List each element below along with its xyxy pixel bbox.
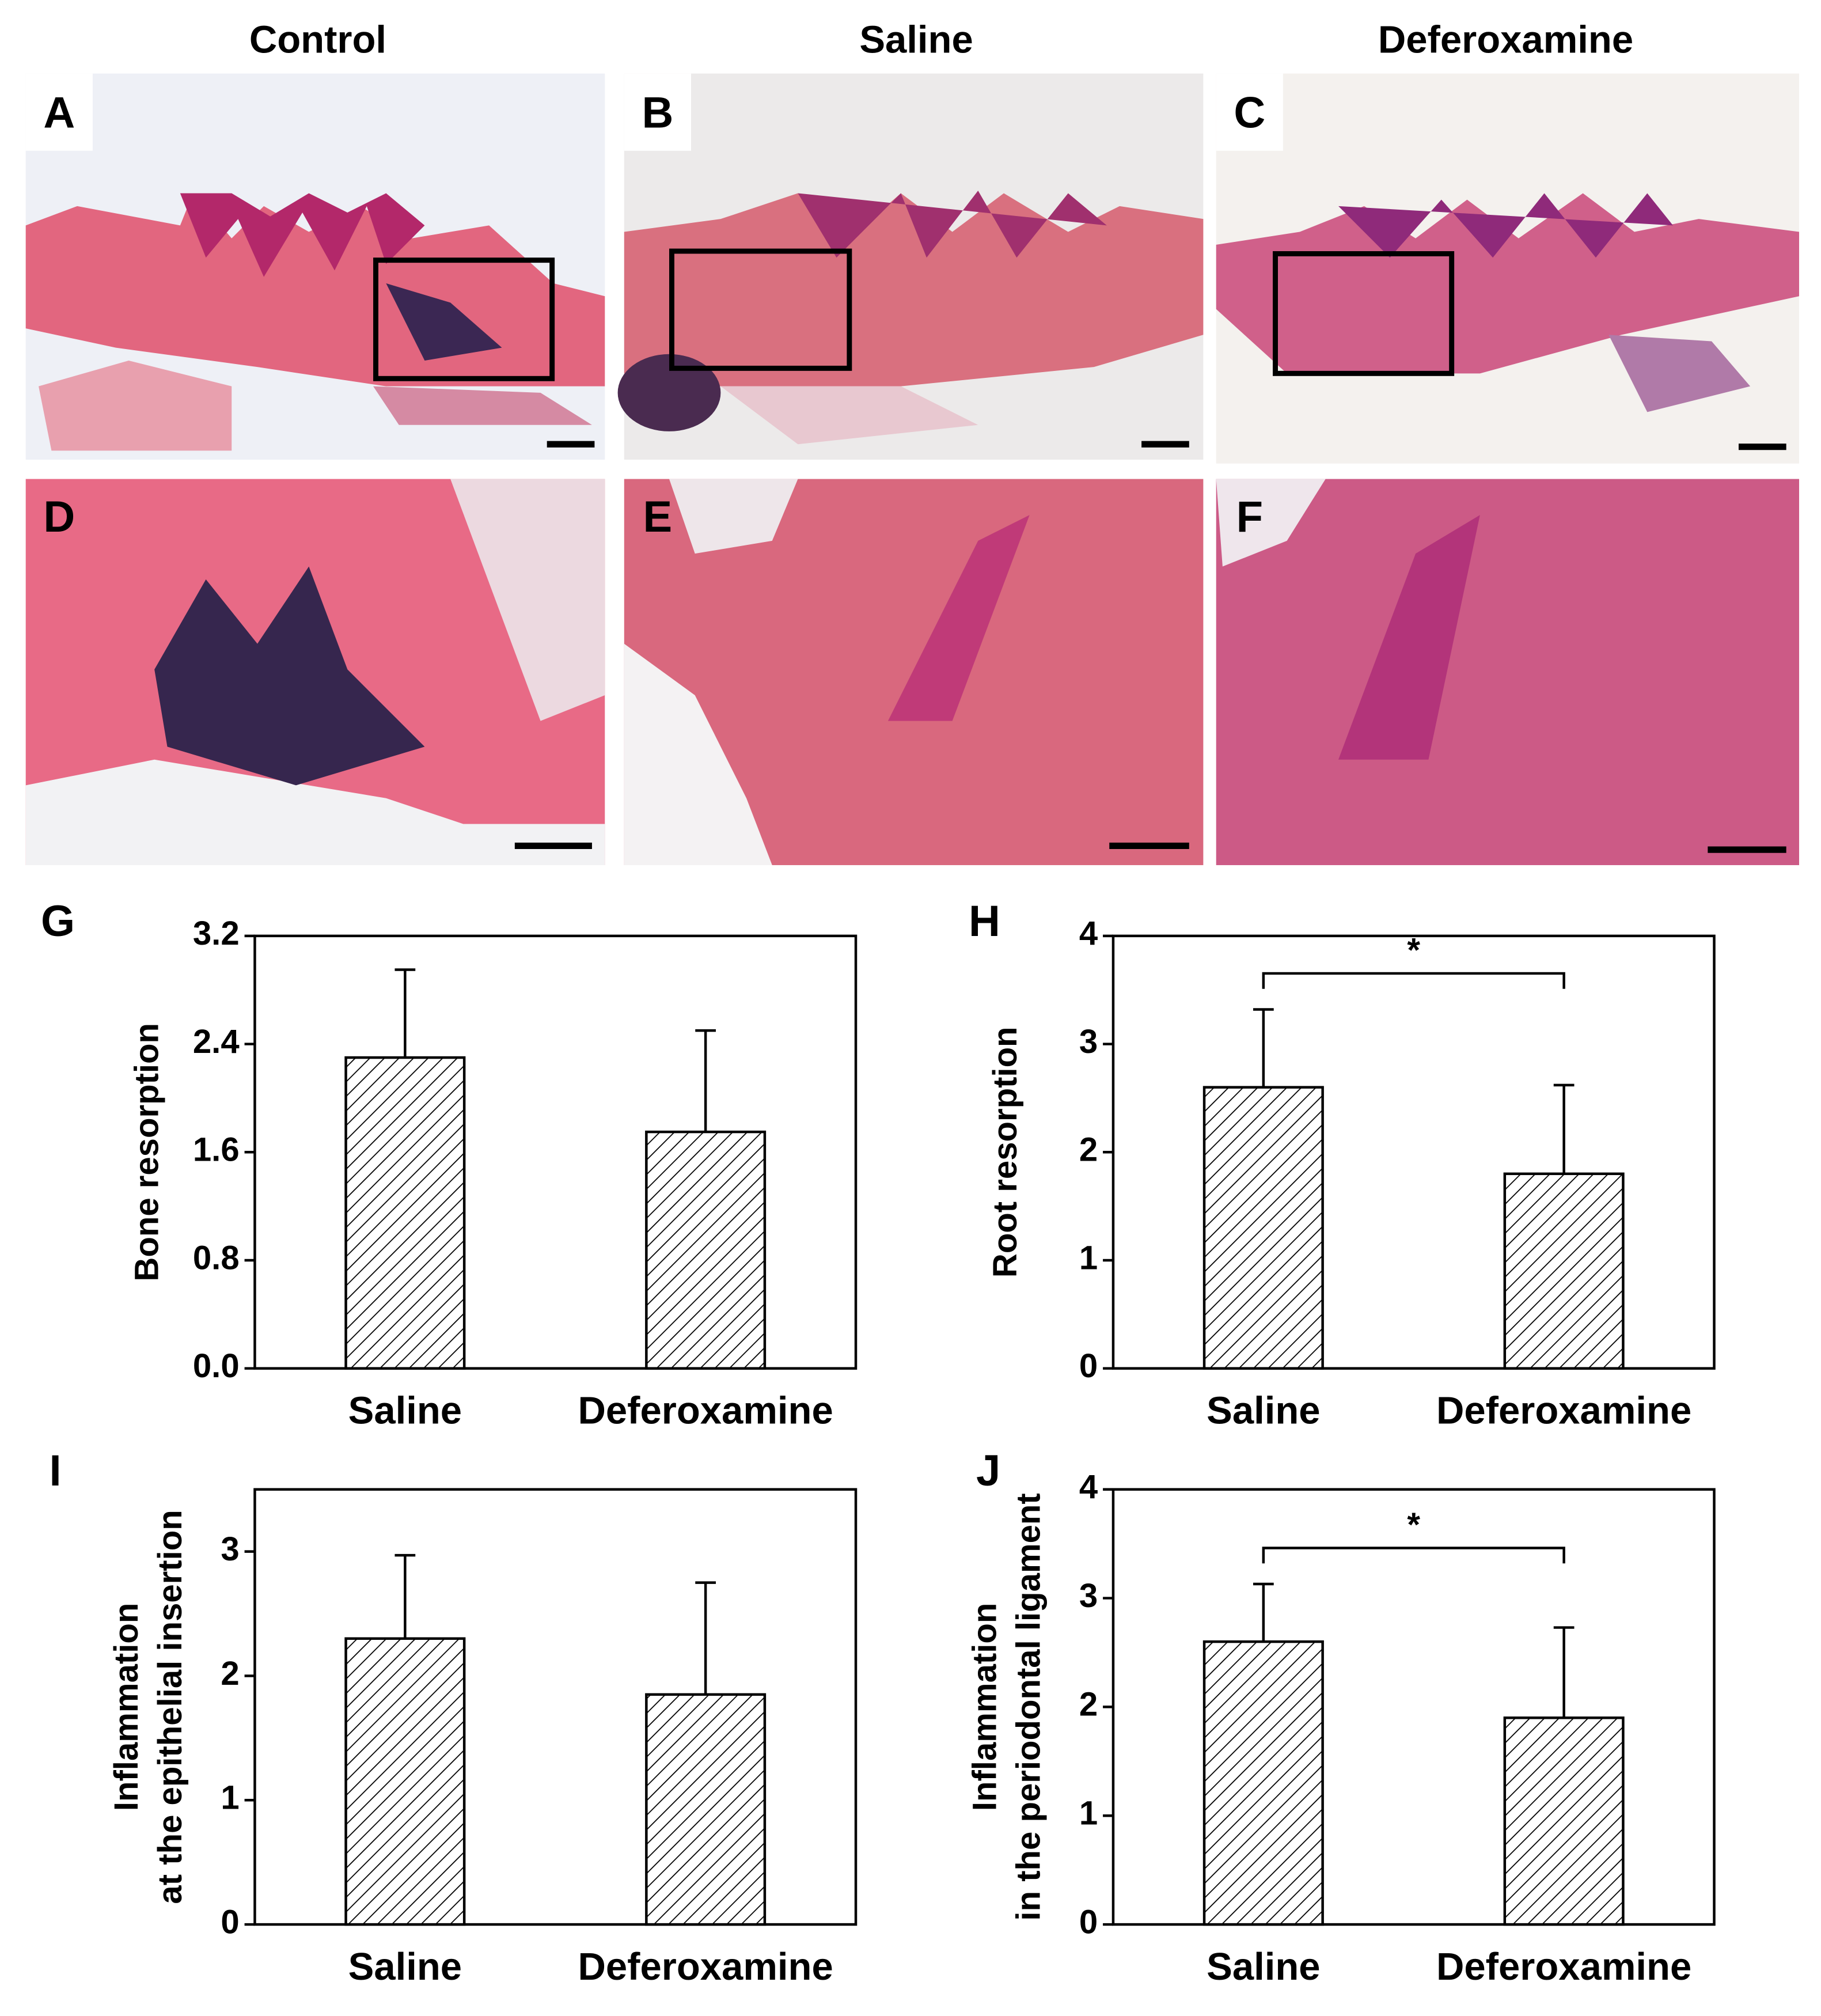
plot-frame	[253, 1488, 858, 1926]
significance-bracket	[1262, 1547, 1565, 1564]
x-tick-label: Saline	[1207, 1389, 1320, 1433]
column-header: Deferoxamine	[1378, 18, 1633, 62]
panel-label: C	[1234, 88, 1265, 137]
y-tick-label: 0	[1079, 1903, 1098, 1941]
y-tick-label: 2	[1079, 1131, 1098, 1169]
y-tick-label: 3.2	[193, 915, 240, 952]
y-tick-label: 1	[221, 1779, 239, 1817]
y-tick-label: 1.6	[193, 1131, 240, 1169]
panel-label: G	[41, 897, 75, 946]
panel-label: I	[50, 1446, 62, 1495]
y-tick-label: 4	[1079, 1468, 1098, 1506]
y-tick-label: 0.0	[193, 1347, 240, 1385]
bar	[645, 1693, 767, 1926]
significance-label: *	[1407, 932, 1420, 969]
y-axis-label: Inflammation	[108, 1603, 145, 1812]
histology-image: F	[1216, 479, 1800, 865]
bar	[1202, 1086, 1324, 1370]
y-axis-label: at the epithelial insertion	[151, 1510, 189, 1904]
bar	[1503, 1172, 1625, 1370]
column-header: Control	[249, 18, 386, 62]
bar	[1503, 1716, 1625, 1926]
panel-label: A	[43, 88, 75, 137]
y-tick-label: 1	[1079, 1239, 1098, 1276]
y-tick-label: 2.4	[193, 1023, 240, 1060]
histology-image: D	[25, 479, 605, 865]
panel-label: J	[976, 1446, 1000, 1495]
panel-label: B	[642, 88, 673, 137]
x-tick-label: Saline	[1207, 1945, 1320, 1988]
y-tick-label: 4	[1079, 915, 1098, 952]
panel-label: F	[1236, 492, 1263, 541]
histology-image: C	[1216, 73, 1800, 464]
bar	[344, 1637, 466, 1926]
x-tick-label: Saline	[348, 1389, 462, 1433]
y-tick-label: 2	[221, 1655, 239, 1692]
x-tick-label: Saline	[348, 1945, 462, 1988]
panel-label: E	[643, 492, 673, 541]
bar	[645, 1130, 767, 1370]
y-tick-label: 2	[1079, 1686, 1098, 1723]
histology-image: B	[617, 73, 1204, 460]
y-axis-label: Inflammation	[966, 1603, 1003, 1812]
y-tick-label: 0.8	[193, 1239, 240, 1276]
column-header: Saline	[859, 18, 973, 62]
x-tick-label: Deferoxamine	[578, 1389, 833, 1433]
panel-label: D	[43, 492, 75, 541]
y-tick-label: 3	[1079, 1023, 1098, 1060]
y-tick-label: 0	[1079, 1347, 1098, 1385]
x-tick-label: Deferoxamine	[578, 1945, 833, 1988]
y-tick-label: 0	[221, 1903, 239, 1941]
panel-label: H	[969, 897, 1000, 946]
significance-label: *	[1407, 1506, 1420, 1544]
bar	[1202, 1640, 1324, 1926]
significance-bracket	[1262, 972, 1565, 989]
y-axis-label: in the periodontal ligament	[1010, 1493, 1047, 1920]
x-tick-label: Deferoxamine	[1436, 1389, 1691, 1433]
x-tick-label: Deferoxamine	[1436, 1945, 1691, 1988]
y-tick-label: 3	[1079, 1577, 1098, 1615]
y-tick-label: 1	[1079, 1795, 1098, 1832]
histology-image: A	[25, 73, 605, 460]
bar	[344, 1056, 466, 1370]
histology-image: E	[624, 479, 1204, 865]
y-axis-label: Bone resorption	[128, 1023, 166, 1282]
y-axis-label: Root resorption	[987, 1026, 1024, 1278]
y-tick-label: 3	[221, 1530, 239, 1568]
